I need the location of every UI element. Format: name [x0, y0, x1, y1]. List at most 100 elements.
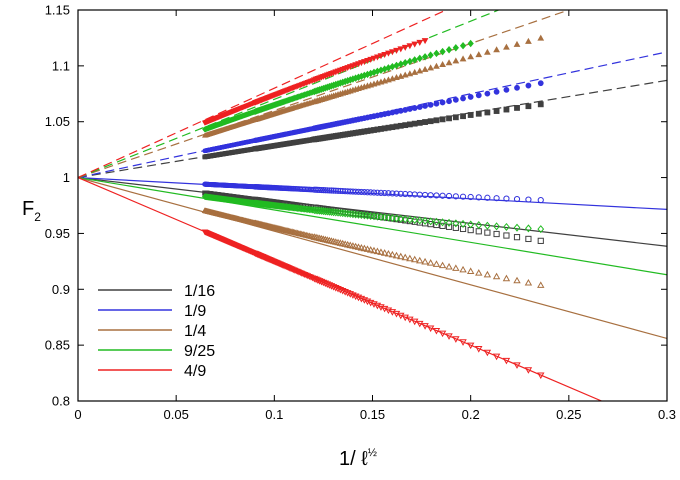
- series-4-9-lower-point: [294, 268, 301, 275]
- series-1-9-lower-point: [361, 189, 368, 196]
- series-9-25-upper-point: [459, 41, 467, 50]
- series-1-9-lower-point: [367, 189, 374, 196]
- series-1-4-lower-point: [341, 240, 349, 247]
- series-1-9-upper-point: [427, 101, 434, 108]
- series-4-9-lower-point: [357, 295, 366, 303]
- series-1-4-upper-point: [537, 34, 545, 41]
- series-1-16-upper-point: [460, 113, 466, 120]
- series-4-9-lower-point: [537, 372, 545, 380]
- series-9-25-lower-point: [439, 218, 446, 227]
- series-4-9-lower-point: [384, 307, 393, 315]
- series-1-9-upper-point: [467, 94, 474, 100]
- series-1-4-upper-point: [475, 51, 483, 58]
- series-1-4-lower-point: [336, 239, 345, 246]
- series-1-9-lower-point: [402, 190, 409, 198]
- y-tick-label: 1.1: [52, 58, 70, 73]
- series-1-4-upper-point: [385, 76, 392, 83]
- series-1-9-upper-point: [537, 80, 544, 87]
- series-9-25-upper-point: [416, 54, 423, 63]
- legend-label-1-16: 1/16: [184, 283, 215, 300]
- series-4-9-lower-point: [432, 327, 441, 335]
- series-1-4-lower-point: [426, 259, 435, 266]
- series-4-9-lower-point: [392, 310, 401, 318]
- series-1-9-lower-point: [513, 195, 521, 203]
- series-4-9-upper-point: [421, 38, 429, 45]
- series-4-9-upper-fit-line: [78, 10, 447, 179]
- series-9-25-upper-point: [411, 56, 418, 64]
- series-1-4-lower-point: [445, 262, 453, 270]
- series-9-25-upper-point: [370, 68, 378, 77]
- series-1-16-upper-point: [202, 154, 208, 160]
- series-4-9-lower-point: [315, 278, 324, 285]
- series-1-4-upper-point: [433, 62, 440, 69]
- series-1-9-upper-point: [446, 98, 452, 105]
- series-1-16-upper-point: [514, 105, 520, 111]
- series-1-9-lower-point: [389, 190, 396, 197]
- series-1-9-lower-point: [393, 190, 400, 197]
- series-4-9-lower-point: [304, 273, 312, 280]
- series-1-9-upper-point: [406, 106, 413, 112]
- series-4-9-lower-point: [288, 266, 296, 273]
- series-1-4-lower-fit-line: [78, 176, 667, 340]
- series-4-9-lower-point: [296, 270, 304, 277]
- series-1-9-lower-point: [467, 193, 474, 201]
- series-9-25-lower-point: [346, 209, 354, 218]
- series-1-4-upper-point: [525, 37, 532, 44]
- series-1-9-lower-point: [452, 193, 459, 200]
- series-1-9-upper-point: [484, 90, 491, 97]
- series-1-9-upper-point: [503, 86, 510, 93]
- series-1-9-lower-point: [406, 191, 413, 198]
- series-1-9-lower-point: [459, 193, 467, 200]
- series-1-9-lower-point: [493, 195, 500, 202]
- series-9-25-lower-point: [459, 219, 467, 228]
- series-4-9-lower-point: [445, 333, 453, 340]
- series-1-16-lower-fit-line: [78, 176, 667, 247]
- series-1-16-upper-point: [452, 114, 459, 121]
- series-1-9-lower-point: [370, 189, 378, 196]
- legend: 1/16 1/9 1/4 9/25 4/9: [98, 283, 215, 380]
- series-4-9-lower-point: [452, 336, 460, 343]
- series-1-4-upper-point: [416, 67, 424, 74]
- series-1-4-upper-point: [393, 74, 400, 81]
- series-1-16-upper-point: [433, 117, 440, 124]
- series-1-4-lower-point: [401, 253, 409, 261]
- series-9-25-lower-point: [525, 224, 532, 233]
- series-9-25-upper-point: [402, 59, 409, 67]
- series-1-9-lower-point: [330, 187, 337, 194]
- series-1-16-lower-point: [525, 235, 532, 243]
- series-9-25-upper-point: [397, 60, 404, 68]
- series-1-9-lower-point: [324, 187, 331, 194]
- series-1-16-upper-point: [503, 106, 510, 113]
- series-4-9-lower-point: [299, 271, 307, 278]
- series-9-25-lower-point: [445, 218, 453, 227]
- series-1-9-lower-point: [377, 189, 385, 196]
- series-9-25-lower-point: [344, 209, 352, 218]
- series-9-25-upper-point: [389, 62, 396, 71]
- series-4-9-lower-point: [524, 367, 533, 374]
- legend-label-4-9: 4/9: [184, 363, 206, 380]
- series-4-9-lower-point: [388, 309, 397, 316]
- series-1-4-lower-point: [492, 272, 501, 280]
- series-9-25-lower-point: [416, 216, 424, 225]
- series-9-25-lower-point: [357, 210, 365, 220]
- series-1-9-upper-point: [493, 88, 500, 95]
- series-1-4-lower-point: [410, 255, 419, 263]
- series-9-25-upper-point: [467, 39, 474, 48]
- series-1-9-lower-point: [484, 194, 491, 201]
- series-9-25-lower-point: [427, 217, 435, 226]
- series-1-9-upper-point: [411, 105, 418, 111]
- series-1-16-lower-point: [439, 222, 446, 229]
- series-1-9-lower-point: [503, 195, 510, 202]
- series-4-9-lower-point: [301, 271, 309, 278]
- series-1-9-lower-point: [334, 187, 342, 194]
- series-1-4-lower-point: [201, 207, 208, 213]
- series-4-9-lower-point: [291, 267, 299, 274]
- series-1-4-lower-point: [339, 239, 347, 247]
- series-1-4-upper-point: [467, 53, 475, 60]
- series-1-9-lower-point: [328, 187, 335, 194]
- series-1-9-upper-point: [439, 99, 446, 106]
- series-1-4-upper-point: [427, 64, 434, 71]
- series-1-4-upper-point: [202, 132, 208, 138]
- x-tick-label: 0.15: [360, 407, 385, 422]
- series-4-9-lower-point: [426, 325, 435, 333]
